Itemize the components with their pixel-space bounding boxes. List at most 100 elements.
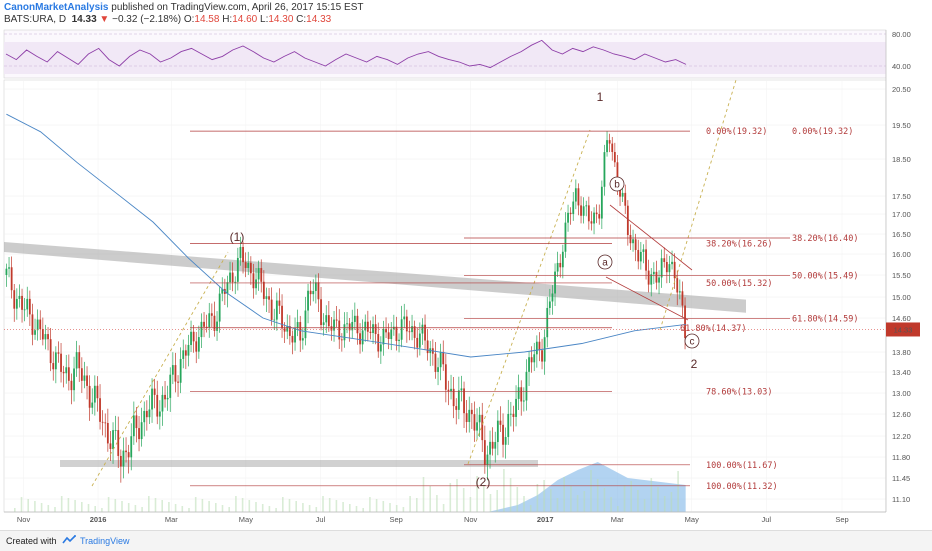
candle-body (153, 388, 156, 395)
x-tick-label: Sep (835, 515, 848, 524)
candle-body (408, 331, 411, 333)
candle-body (385, 328, 387, 333)
candle-body (619, 186, 621, 197)
volume-bar (483, 485, 485, 512)
candle-body (34, 330, 36, 335)
x-tick-label: May (239, 515, 253, 524)
volume-bar (536, 484, 539, 512)
candle-body (509, 413, 512, 415)
x-tick-label: Mar (165, 515, 178, 524)
candle-body (226, 282, 229, 294)
volume-bar (516, 487, 519, 512)
candle-body (294, 328, 296, 343)
candle-body (260, 268, 263, 282)
candle-body (164, 394, 166, 400)
candle-body (481, 414, 484, 441)
candle-body (252, 273, 255, 289)
candle-body (127, 452, 130, 458)
volume-bar (583, 491, 586, 512)
candle-body (639, 251, 642, 262)
volume-bar (342, 502, 344, 512)
candle-body (587, 205, 590, 222)
candle-body (91, 402, 94, 408)
candle-body (567, 212, 569, 223)
chart-header-line1: CanonMarketAnalysis published on Trading… (4, 2, 363, 13)
wave-label: 1 (597, 90, 604, 104)
y-tick-label: 14.60 (892, 314, 911, 323)
candle-body (117, 430, 120, 456)
wave-label: (2) (476, 475, 491, 489)
candle-body (239, 246, 242, 258)
volume-bar (456, 479, 458, 512)
volume-bar (261, 504, 264, 512)
volume-bar (221, 505, 224, 512)
wave-circle (597, 254, 613, 270)
volume-bar (40, 503, 43, 512)
chart-header-line2: BATS:URA, D 14.33 ▼ −0.32 (−2.18%) O:14.… (4, 14, 331, 25)
wave-label: b (614, 180, 620, 191)
wave-label: 2 (691, 357, 698, 371)
candle-body (166, 397, 169, 400)
candle-body (301, 338, 304, 341)
volume-bar (60, 496, 63, 512)
rsi-line (5, 39, 687, 69)
volume-bar (302, 503, 304, 512)
candle-body (564, 222, 567, 252)
candle-body (171, 365, 174, 375)
candle-body (426, 340, 429, 354)
candle-body (681, 291, 684, 306)
open-label: O: (183, 14, 195, 25)
candle-body (275, 300, 278, 320)
candle-body (650, 274, 653, 285)
candle-body (353, 315, 356, 322)
candle-body (535, 341, 538, 355)
candle-body (65, 367, 68, 374)
candle-body (205, 326, 208, 328)
candle-body (645, 249, 647, 271)
candle-body (325, 315, 328, 323)
candle-body (88, 385, 91, 408)
wave-label: c (690, 337, 695, 348)
candle-body (247, 262, 250, 268)
candle-body (335, 319, 338, 321)
rsi-tick-label: 80.00 (892, 30, 911, 39)
candle-body (151, 388, 153, 410)
volume-bar (275, 508, 277, 512)
candle-body (187, 344, 190, 356)
candle-body (351, 321, 354, 331)
candle-body (278, 300, 281, 306)
candle-body (556, 262, 559, 272)
volume-bar (550, 489, 552, 512)
support-band (60, 460, 538, 467)
candle-body (494, 442, 497, 449)
candle-body (86, 375, 88, 386)
candle-body (156, 394, 159, 417)
volume-bar (315, 507, 318, 512)
candle-body (106, 422, 109, 444)
candle-body (314, 282, 317, 292)
candle-body (200, 321, 203, 338)
low-value: 14.30 (268, 14, 294, 25)
x-tick-label: 2016 (90, 515, 107, 524)
candle-body (307, 290, 309, 311)
created-with-label: Created with (6, 536, 57, 546)
author-name[interactable]: CanonMarketAnalysis (4, 2, 109, 13)
candle-body (348, 323, 351, 331)
fib-level-label: 50.00%(15.49) (792, 271, 859, 281)
volume-bar (395, 505, 398, 512)
volume-bar (590, 470, 592, 512)
fib-level-label: 61.80%(14.59) (792, 314, 859, 324)
chart-canvas[interactable]: 0.00%(19.32) 0.00%(19.32) 38.20%(16.26) 38.… (0, 0, 932, 530)
volume-bar (161, 500, 163, 512)
candle-body (668, 264, 671, 273)
tradingview-brand[interactable]: TradingView (80, 536, 130, 546)
channel-upper (609, 204, 693, 271)
candle-body (463, 388, 465, 414)
candle-body (182, 350, 185, 359)
volume-bar (657, 487, 659, 512)
wave-label: (1) (230, 230, 245, 244)
volume-bar (81, 502, 83, 512)
candle-body (322, 322, 325, 326)
candle-body (213, 315, 216, 331)
candle-body (41, 329, 44, 340)
